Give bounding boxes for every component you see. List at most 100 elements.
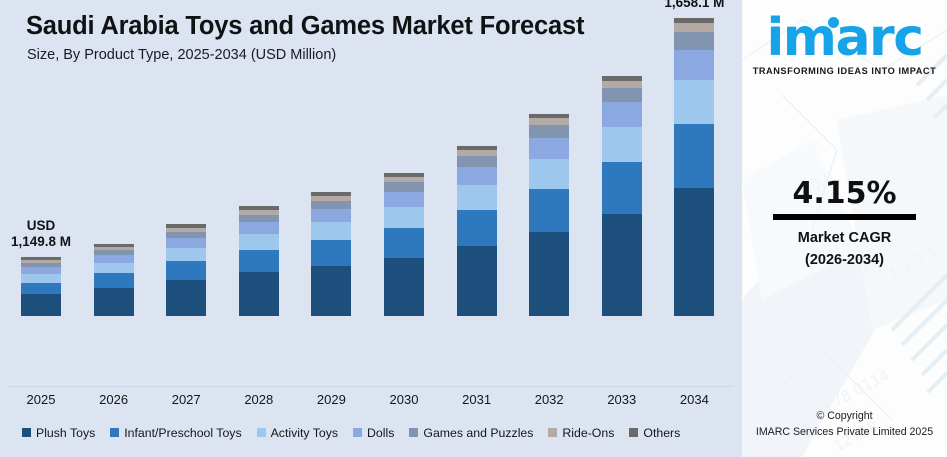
bar-segment[interactable] xyxy=(456,146,497,150)
bar-segment[interactable] xyxy=(238,215,279,222)
bar-segment[interactable] xyxy=(384,207,424,228)
bar-segment[interactable] xyxy=(166,248,207,261)
bar-segment[interactable] xyxy=(93,273,134,288)
bar-segment[interactable] xyxy=(456,156,497,167)
bar-segment[interactable] xyxy=(238,234,279,250)
stacked-bar[interactable] xyxy=(238,206,279,316)
bar-segment[interactable] xyxy=(456,246,497,316)
bar-group-2027[interactable] xyxy=(153,224,219,316)
bar-segment[interactable] xyxy=(311,240,352,266)
bar-segment[interactable] xyxy=(166,261,207,280)
bar-segment[interactable] xyxy=(93,288,134,316)
bar-segment[interactable] xyxy=(384,182,424,192)
bar-segment[interactable] xyxy=(21,267,61,274)
bar-segment[interactable] xyxy=(674,124,715,188)
bar-segment[interactable] xyxy=(384,258,424,316)
bar-segment[interactable] xyxy=(674,50,715,80)
legend-swatch-icon xyxy=(110,428,120,437)
stacked-bar[interactable] xyxy=(529,114,570,316)
bar-segment[interactable] xyxy=(166,228,207,232)
bar-segment[interactable] xyxy=(529,138,570,159)
stacked-bar[interactable] xyxy=(456,146,497,316)
bar-segment[interactable] xyxy=(601,88,642,102)
legend-item-infant-preschool-toys[interactable]: Infant/Preschool Toys xyxy=(110,426,242,440)
legend-label: Plush Toys xyxy=(36,425,96,440)
legend-swatch-icon xyxy=(409,428,419,437)
bar-segment[interactable] xyxy=(674,18,715,23)
bar-segment[interactable] xyxy=(21,263,61,267)
bar-segment[interactable] xyxy=(311,222,352,240)
bar-segment[interactable] xyxy=(456,185,497,210)
bar-segment[interactable] xyxy=(93,244,134,247)
legend-item-games-and-puzzles[interactable]: Games and Puzzles xyxy=(409,426,533,440)
bar-group-2029[interactable] xyxy=(298,192,364,316)
stacked-bar[interactable] xyxy=(93,244,134,316)
bar-segment[interactable] xyxy=(529,232,570,316)
bar-segment[interactable] xyxy=(601,162,642,214)
bar-segment[interactable] xyxy=(674,23,715,32)
bar-segment[interactable] xyxy=(529,189,570,232)
bar-segment[interactable] xyxy=(456,167,497,185)
bar-segment[interactable] xyxy=(601,76,642,81)
stacked-bar[interactable]: USD 1,149.8 M xyxy=(11,218,71,316)
bar-segment[interactable] xyxy=(384,177,424,182)
bar-segment[interactable] xyxy=(529,118,570,125)
bar-group-2028[interactable] xyxy=(226,206,292,316)
bar-segment[interactable] xyxy=(311,266,352,316)
bar-segment[interactable] xyxy=(21,283,61,294)
bar-segment[interactable] xyxy=(166,232,207,238)
bar-segment[interactable] xyxy=(238,206,279,210)
bar-segment[interactable] xyxy=(601,214,642,316)
bar-segment[interactable] xyxy=(21,274,61,283)
bar-segment[interactable] xyxy=(456,210,497,246)
bar-segment[interactable] xyxy=(456,150,497,156)
bar-segment[interactable] xyxy=(21,257,61,260)
bar-segment[interactable] xyxy=(311,192,352,196)
bar-segment[interactable] xyxy=(93,255,134,263)
bar-segment[interactable] xyxy=(601,102,642,127)
bar-segment[interactable] xyxy=(93,250,134,255)
bar-segment[interactable] xyxy=(529,114,570,118)
bar-segment[interactable] xyxy=(384,228,424,258)
bar-segment[interactable] xyxy=(311,196,352,201)
bar-segment[interactable] xyxy=(238,250,279,272)
bar-group-2033[interactable] xyxy=(589,76,655,316)
bar-group-2025[interactable]: USD 1,149.8 M xyxy=(8,218,74,316)
legend-item-dolls[interactable]: Dolls xyxy=(353,426,394,440)
stacked-bar[interactable] xyxy=(601,76,642,316)
legend-item-ride-ons[interactable]: Ride-Ons xyxy=(548,426,614,440)
bar-group-2031[interactable] xyxy=(444,146,510,316)
bar-segment[interactable] xyxy=(674,80,715,124)
bar-segment[interactable] xyxy=(601,127,642,162)
bar-group-2030[interactable] xyxy=(371,173,437,316)
bar-segment[interactable] xyxy=(166,224,207,228)
bar-segment[interactable] xyxy=(166,238,207,248)
legend-item-others[interactable]: Others xyxy=(629,426,680,440)
bar-segment[interactable] xyxy=(93,263,134,273)
bar-segment[interactable] xyxy=(601,81,642,88)
stacked-bar[interactable] xyxy=(384,173,424,316)
bar-segment[interactable] xyxy=(311,209,352,222)
bar-segment[interactable] xyxy=(311,201,352,209)
bar-segment[interactable] xyxy=(674,32,715,50)
bar-segment[interactable] xyxy=(529,159,570,189)
stacked-bar[interactable] xyxy=(311,192,352,316)
legend-item-activity-toys[interactable]: Activity Toys xyxy=(256,426,338,440)
bar-segment[interactable] xyxy=(21,294,61,316)
bar-segment[interactable] xyxy=(384,192,424,207)
bar-segment[interactable] xyxy=(384,173,424,177)
stacked-bar[interactable] xyxy=(166,224,207,316)
bar-segment[interactable] xyxy=(238,272,279,316)
bar-segment[interactable] xyxy=(238,210,279,215)
bar-group-2026[interactable] xyxy=(81,244,147,316)
bar-segment[interactable] xyxy=(238,222,279,234)
bar-group-2032[interactable] xyxy=(516,114,582,316)
bar-segment[interactable] xyxy=(166,280,207,316)
bar-segment[interactable] xyxy=(674,188,715,316)
bar-segment[interactable] xyxy=(529,125,570,138)
bar-segment[interactable] xyxy=(93,247,134,250)
bar-segment[interactable] xyxy=(21,260,61,263)
legend-item-plush-toys[interactable]: Plush Toys xyxy=(22,426,95,440)
